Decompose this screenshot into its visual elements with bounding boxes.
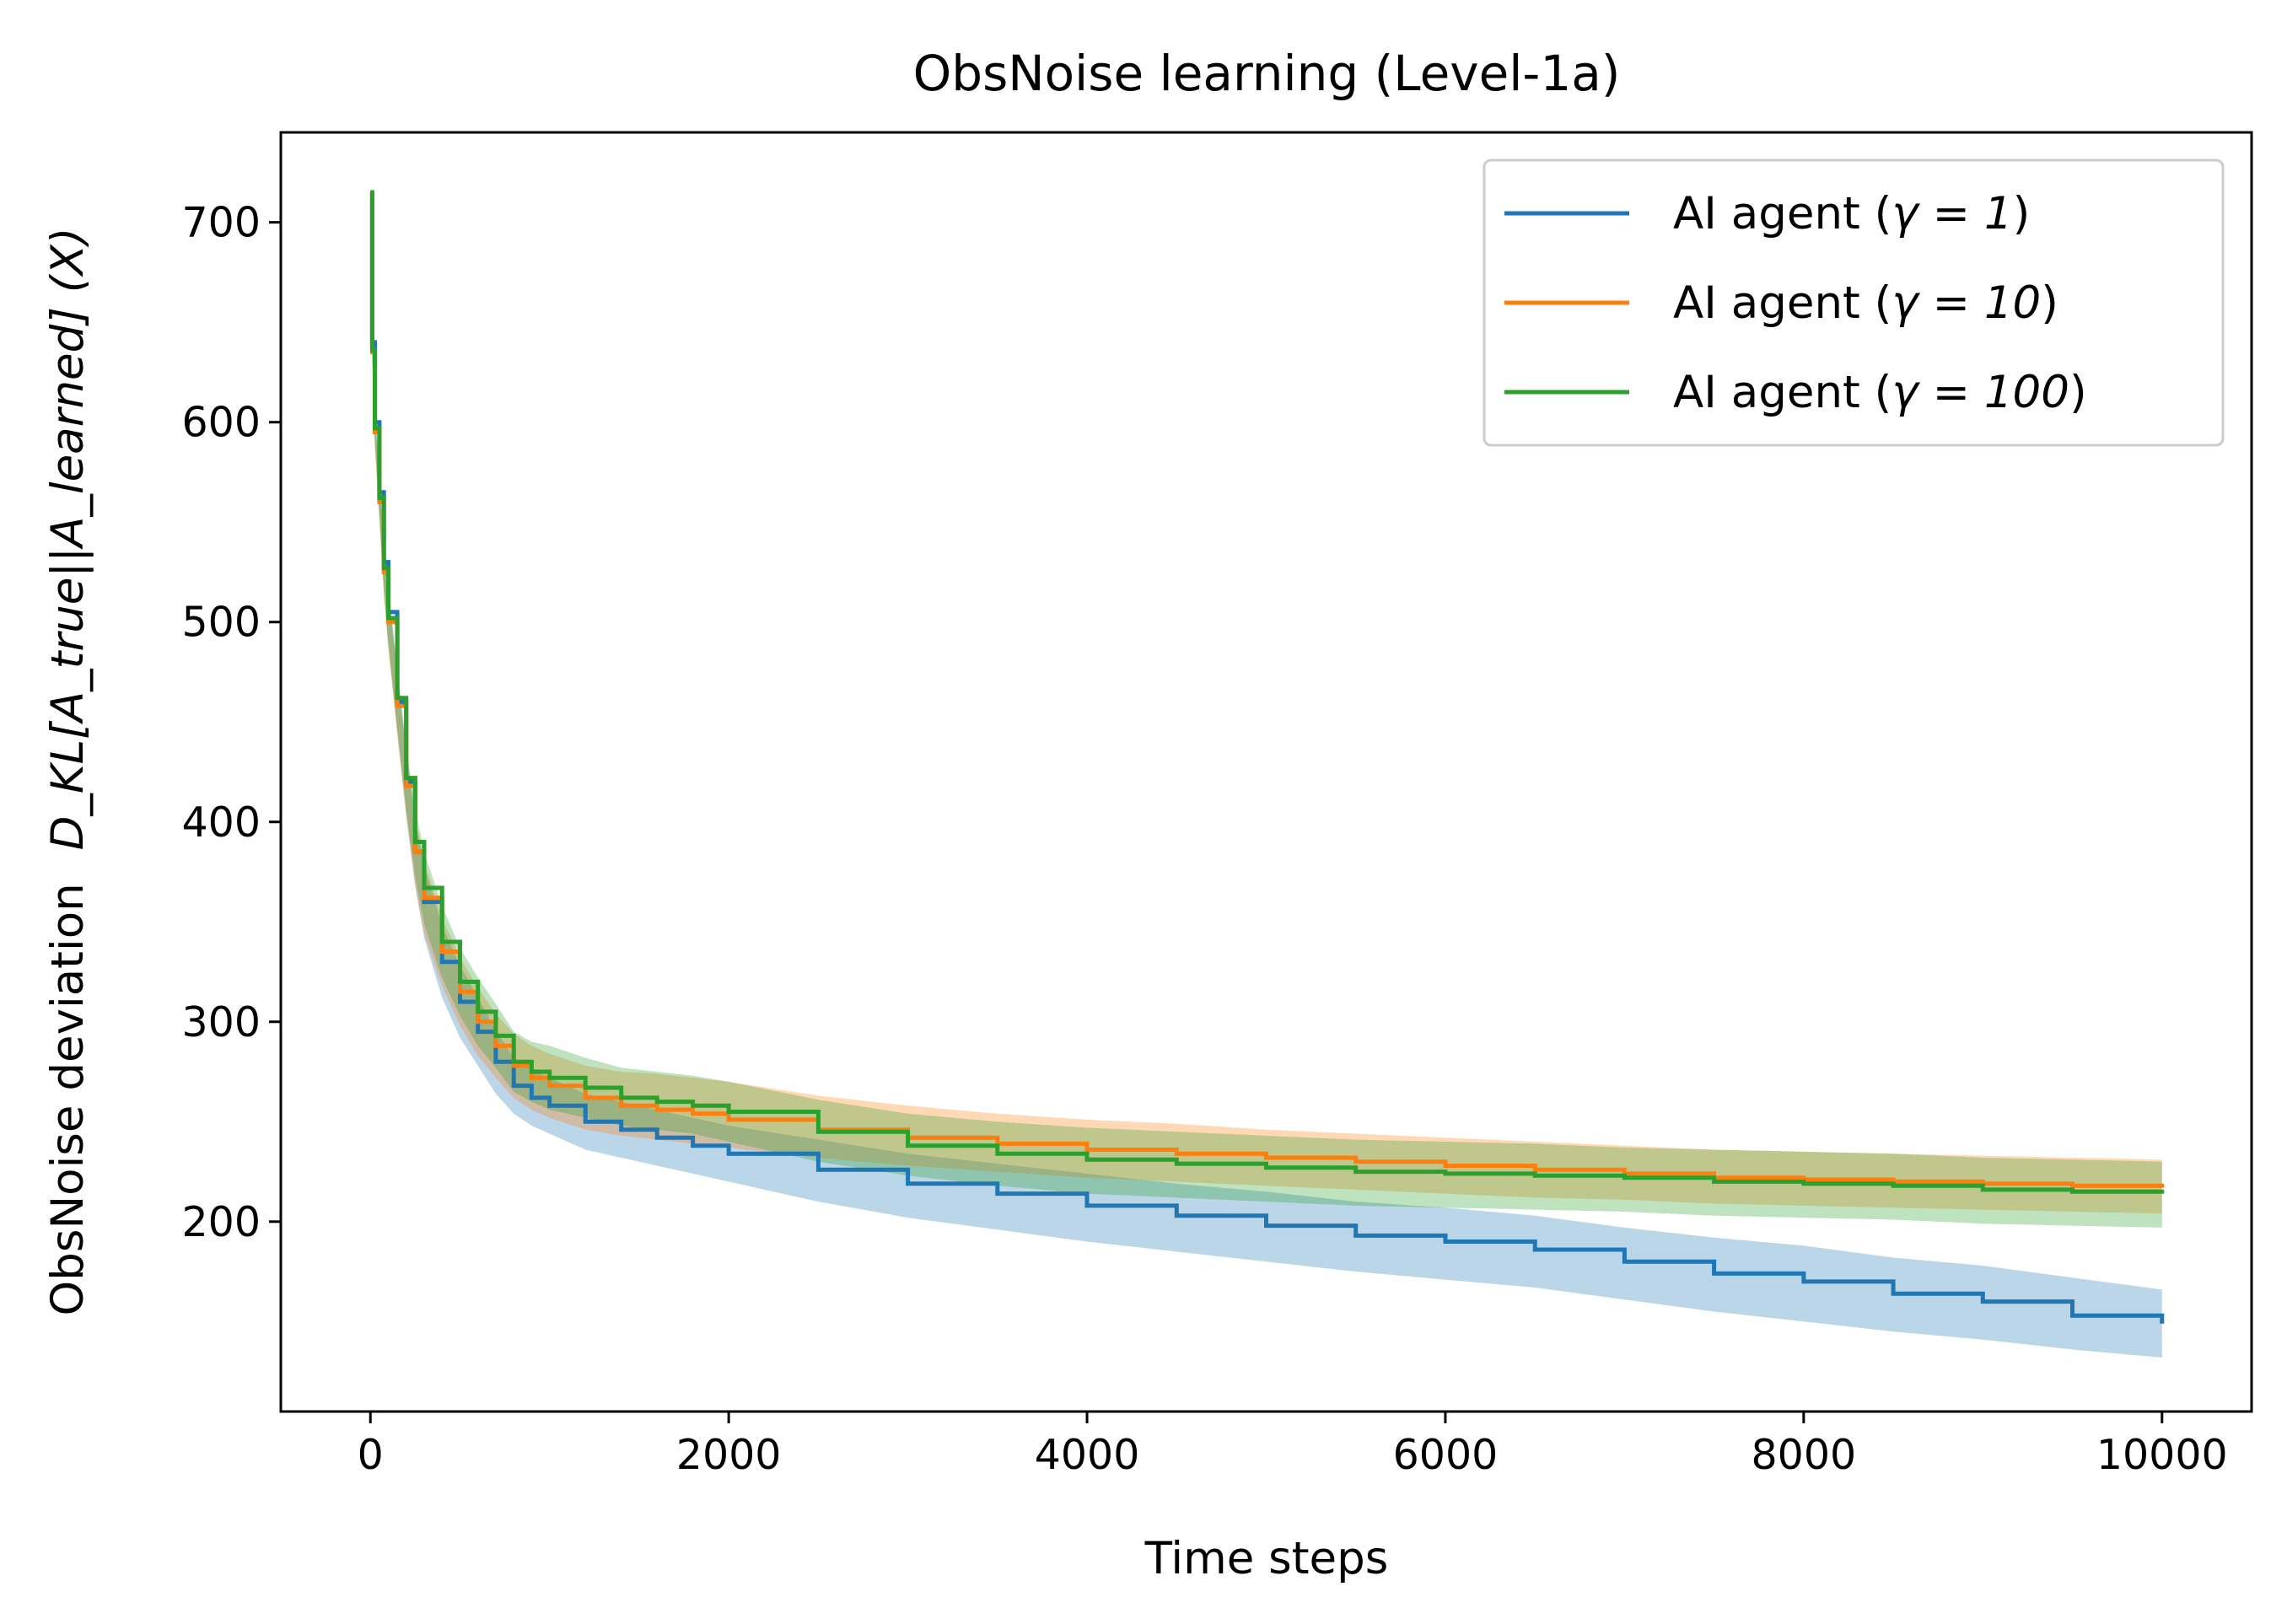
legend: AI agent (γ = 1) AI agent (γ = 10) AI agen… xyxy=(1483,159,2225,447)
chart-title: ObsNoise learning (Level-1a) xyxy=(913,45,1621,102)
y-tick-label: 600 xyxy=(181,399,261,447)
confidence-bands xyxy=(370,192,2162,1358)
legend-label-1: AI agent (γ = 1) xyxy=(1673,188,2030,239)
series-band-2 xyxy=(370,192,2162,1214)
legend-label-2: AI agent (γ = 10) xyxy=(1673,277,2058,329)
series-line-1 xyxy=(369,190,2165,1324)
x-axis-label: Time steps xyxy=(1144,1533,1389,1584)
x-tick-label: 0 xyxy=(358,1431,384,1479)
x-tick-label: 6000 xyxy=(1393,1431,1499,1479)
y-tick-label: 200 xyxy=(181,1198,261,1246)
x-tick-label: 2000 xyxy=(676,1431,782,1479)
plot-frame xyxy=(279,131,2253,1413)
y-axis-label-math: D_KL[A_true||A_learned] (X) xyxy=(42,228,94,851)
y-axis-label-text: ObsNoise deviation xyxy=(42,883,94,1315)
series-line-2 xyxy=(369,190,2165,1188)
y-tick-label: 500 xyxy=(181,599,261,647)
y-tick-label: 400 xyxy=(181,799,261,847)
y-axis-label: ObsNoise deviation D_KL[A_true||A_learne… xyxy=(42,228,94,1316)
y-axis-ticks: 200 300 400 500 600 700 xyxy=(181,199,281,1246)
series-lines xyxy=(369,190,2165,1324)
x-axis-ticks: 0 2000 4000 6000 8000 10000 xyxy=(358,1412,2228,1479)
legend-box xyxy=(1483,159,2225,447)
y-tick-label: 300 xyxy=(181,998,261,1046)
x-tick-label: 4000 xyxy=(1035,1431,1140,1479)
y-tick-label: 700 xyxy=(181,199,261,247)
series-line-3 xyxy=(369,190,2165,1194)
x-tick-label: 10000 xyxy=(2096,1431,2228,1479)
legend-label-3: AI agent (γ = 100) xyxy=(1673,367,2087,418)
svg-text:ObsNoise deviation D_KL[: ObsNoise deviation D_KL[A_true||A_learne… xyxy=(42,228,94,1316)
x-tick-label: 8000 xyxy=(1752,1431,1857,1479)
